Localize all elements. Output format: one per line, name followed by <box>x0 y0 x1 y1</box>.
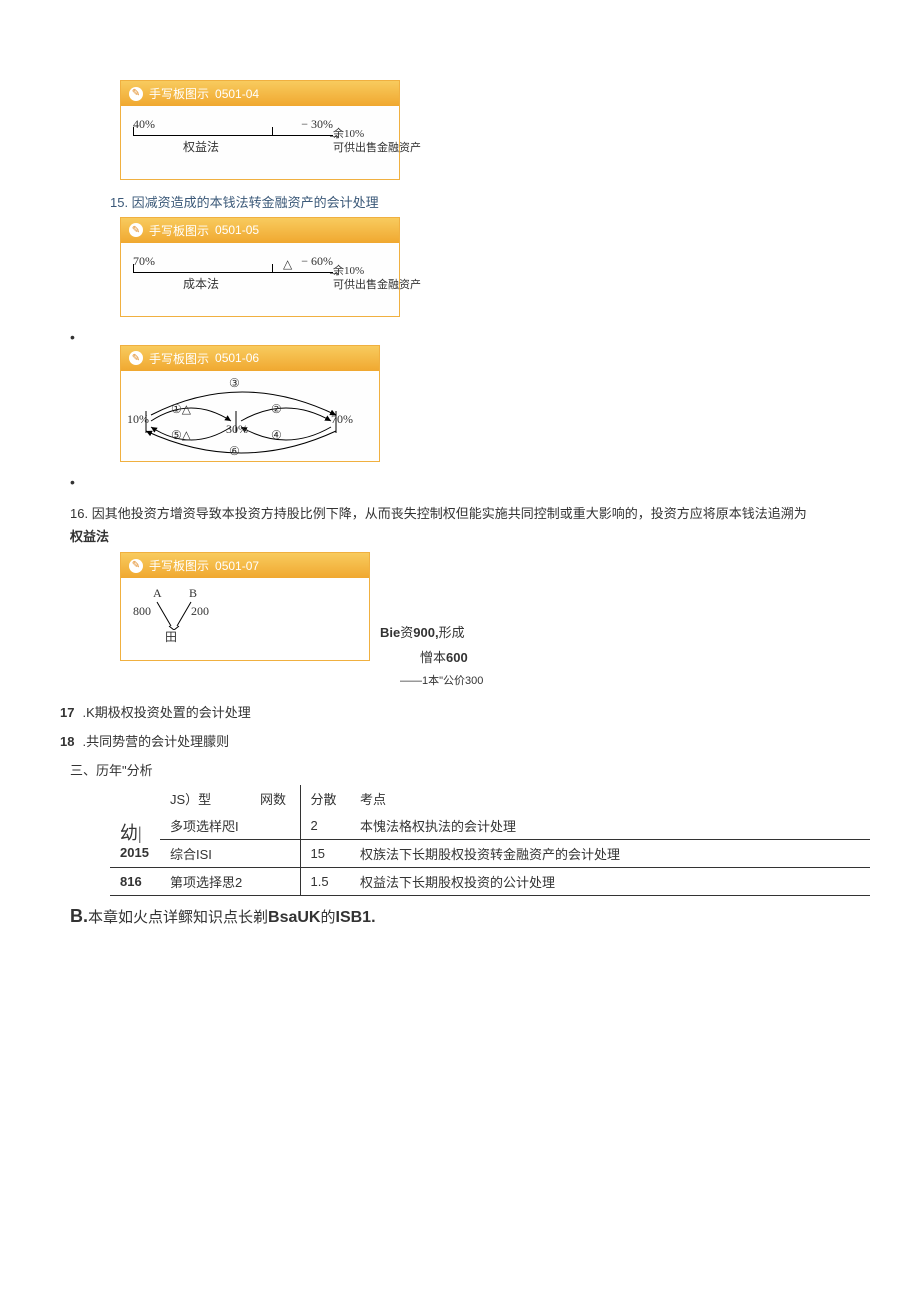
diagram-header-label: 手写板图示 <box>149 557 209 574</box>
diagram-header-label: 手写板图示 <box>149 222 209 239</box>
remain-line2: 可供出售金融资产 <box>333 142 421 154</box>
d1-left-pct: 40% <box>133 116 155 133</box>
remain-text: 余10% 可供出售金融资产 <box>333 127 421 156</box>
footer-tail: 的 <box>320 909 335 926</box>
footer-line: B.本章如火点详鳏知识点长剃BsaUK的ISB1. <box>70 906 880 927</box>
cell-topic: 权益法下长期股权投资的公计处理 <box>350 867 870 895</box>
bullet-a: • <box>70 329 880 345</box>
m3: ③ <box>229 375 240 392</box>
item-18-num: 18 <box>60 734 74 749</box>
item-17: 17 .K期极权投资处置的会计处理 <box>60 702 880 721</box>
analysis-table: JS）型 网数 分散 考点 幼| 2015 多项选样咫I 2 本愧法格权执法的会… <box>110 785 880 896</box>
arrow-right-icon <box>273 135 333 136</box>
cell-type: 综合ISI <box>160 839 300 867</box>
diagram-0501-07: ✎ 手写板图示 0501-07 A B 800 200 田 <box>120 552 370 661</box>
diagram-header: ✎ 手写板图示 0501-05 <box>121 218 399 243</box>
item-15: 15. 因减资造成的本钱法转金融资产的会计处理 <box>110 192 880 211</box>
item-16-bold: 权益法 <box>70 529 109 544</box>
diagram-0501-07-area: ✎ 手写板图示 0501-07 A B 800 200 田 Bie资900,形成… <box>120 552 880 691</box>
item-18: 18 .共同势营的会计处理朦则 <box>60 731 880 750</box>
th-topic: 考点 <box>350 785 870 812</box>
m1: ①△ <box>171 401 191 418</box>
side-r1: Bie资900,形成 <box>380 621 880 646</box>
item-16-num: 16. <box>70 506 88 521</box>
method-label: 权益法 <box>183 139 219 156</box>
remain-line1: 余10% <box>333 265 364 277</box>
item-18-text: .共同势营的会计处理朦则 <box>82 731 229 750</box>
item-17-num: 17 <box>60 705 74 720</box>
cell-score: 2 <box>300 812 350 840</box>
diagram-header: ✎ 手写板图示 0501-06 <box>121 346 379 371</box>
diagram-body: 10% 30% 70% ①△ ② ③ ④ ⑤△ ⑥ <box>121 371 379 461</box>
arrow-right-icon <box>273 272 333 273</box>
val-800: 800 <box>133 604 151 619</box>
pencil-icon: ✎ <box>129 559 143 573</box>
table-row: 幼| 2015 多项选样咫I 2 本愧法格权执法的会计处理 <box>110 812 870 840</box>
footer-b3: ISB1. <box>336 909 376 926</box>
pencil-icon: ✎ <box>129 223 143 237</box>
diagram-header: ✎ 手写板图示 0501-07 <box>121 553 369 578</box>
tian: 田 <box>165 628 177 645</box>
table-row: 816 第项选择思2 1.5 权益法下长期股权投资的公计处理 <box>110 867 870 895</box>
item-17-text: .K期极权投资处置的会计处理 <box>82 702 250 721</box>
label-B: B <box>189 586 197 601</box>
bullet-b: • <box>70 474 880 490</box>
cell-topic: 权族法下长期股权投资转金融资产的会计处理 <box>350 839 870 867</box>
cell-type: 多项选样咫I <box>160 812 300 840</box>
p70: 70% <box>331 411 353 428</box>
left-label-816: 816 <box>120 874 142 889</box>
p30: 30% <box>226 421 248 438</box>
m5: ⑤△ <box>171 427 191 444</box>
label-A: A <box>153 586 162 601</box>
diagram-0501-05: ✎ 手写板图示 0501-05 70% − 60% 成本法 △ 余10% 可供出… <box>120 217 400 317</box>
m2: ② <box>271 401 282 418</box>
p10: 10% <box>127 411 149 428</box>
m6: ⑥ <box>229 443 240 460</box>
d2-left-pct: 70% <box>133 253 155 270</box>
cell-type: 第项选择思2 <box>160 867 300 895</box>
diagram-header-label: 手写板图示 <box>149 350 209 367</box>
diagram-0501-06: ✎ 手写板图示 0501-06 10% 30% 70% ①△ ② ③ ④ ⑤△ … <box>120 345 380 462</box>
diagram-header-code: 0501-07 <box>215 559 259 573</box>
footer-b1: B. <box>70 906 88 926</box>
triangle-mark: △ <box>283 256 292 273</box>
diagram-header-label: 手写板图示 <box>149 85 209 102</box>
left-label-year: 2015 <box>120 845 149 860</box>
method-label: 成本法 <box>183 276 219 293</box>
diagram-body: 40% − 30% 权益法 余10% 可供出售金融资产 <box>121 106 399 179</box>
item-16: 16. 因其他投资方增资导致本投资方持股比例下降，从而丧失控制权但能实施共同控制… <box>70 502 850 549</box>
diagram-header-code: 0501-06 <box>215 351 259 365</box>
cell-score: 15 <box>300 839 350 867</box>
diagram-header-code: 0501-05 <box>215 223 259 237</box>
bracket-line <box>133 272 273 273</box>
th-count: 网数 <box>250 785 300 812</box>
pencil-icon: ✎ <box>129 351 143 365</box>
cell-score: 1.5 <box>300 867 350 895</box>
item-16-text: 因其他投资方增资导致本投资方持股比例下降，从而丧失控制权但能实施共同控制或重大影… <box>92 506 807 521</box>
remain-line2: 可供出售金融资产 <box>333 279 421 291</box>
footer-mid: 本章如火点详鳏知识点长剃 <box>88 909 268 926</box>
bracket-line <box>133 135 273 136</box>
pencil-icon: ✎ <box>129 87 143 101</box>
th-score: 分散 <box>300 785 350 812</box>
diagram-0501-04: ✎ 手写板图示 0501-04 40% − 30% 权益法 余10% 可供出售金… <box>120 80 400 180</box>
diagram-body: A B 800 200 田 <box>121 578 369 660</box>
remain-line1: 余10% <box>333 128 364 140</box>
side-r2: 憎本600 <box>420 646 880 671</box>
left-label-top: 幼| <box>120 823 142 843</box>
footer-b2: BsaUK <box>268 909 320 926</box>
v-lines <box>151 600 221 630</box>
section-3-head: 三、历年"分析 <box>70 760 880 779</box>
cell-topic: 本愧法格权执法的会计处理 <box>350 812 870 840</box>
th-type: JS）型 <box>160 785 250 812</box>
table-header-row: JS）型 网数 分散 考点 <box>110 785 870 812</box>
diagram-header-code: 0501-04 <box>215 87 259 101</box>
side-r3: ——1本"公价300 <box>400 671 880 692</box>
diagram4-side-text: Bie资900,形成 憎本600 ——1本"公价300 <box>380 621 880 691</box>
m4: ④ <box>271 427 282 444</box>
remain-text: 余10% 可供出售金融资产 <box>333 264 421 293</box>
table-row: 综合ISI 15 权族法下长期股权投资转金融资产的会计处理 <box>110 839 870 867</box>
diagram-body: 70% − 60% 成本法 △ 余10% 可供出售金融资产 <box>121 243 399 316</box>
diagram-header: ✎ 手写板图示 0501-04 <box>121 81 399 106</box>
